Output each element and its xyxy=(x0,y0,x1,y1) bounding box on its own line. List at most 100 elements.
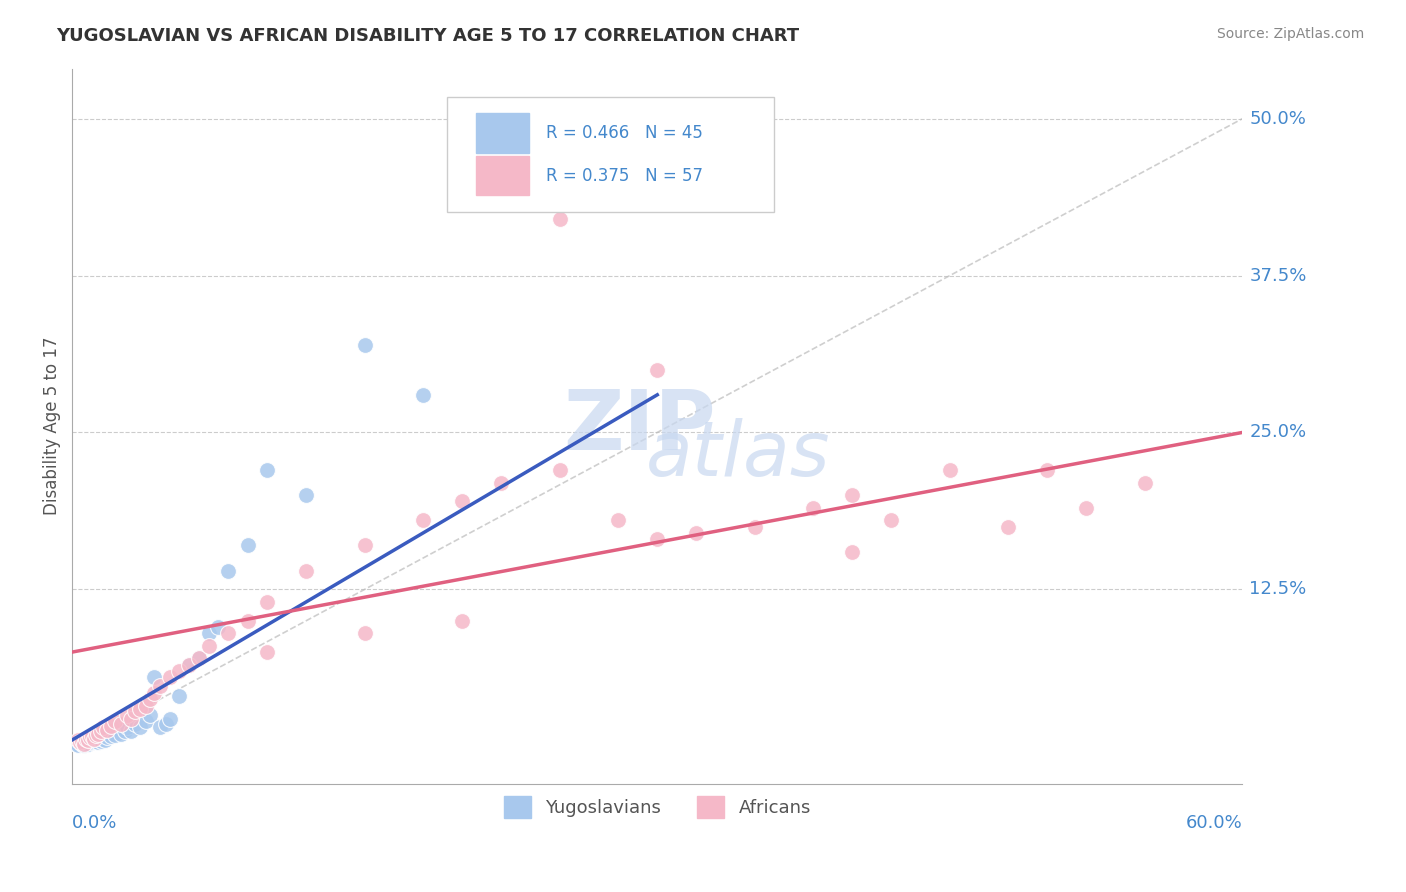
Point xyxy=(353,626,375,640)
Point xyxy=(73,738,96,752)
Point xyxy=(139,691,162,706)
Point xyxy=(451,614,474,628)
Text: R = 0.466   N = 45: R = 0.466 N = 45 xyxy=(546,124,703,142)
Point xyxy=(179,657,201,672)
Point xyxy=(143,670,166,684)
Point xyxy=(451,494,474,508)
Point xyxy=(685,525,707,540)
Point xyxy=(67,733,90,747)
Point xyxy=(83,731,105,746)
Point xyxy=(124,716,146,731)
Point xyxy=(188,651,211,665)
Point xyxy=(84,731,107,746)
Point xyxy=(607,513,630,527)
Point xyxy=(197,626,219,640)
Text: 50.0%: 50.0% xyxy=(1250,110,1306,128)
Point xyxy=(83,734,105,748)
Point xyxy=(104,714,127,728)
Point xyxy=(114,724,136,739)
Point xyxy=(1036,463,1059,477)
Point xyxy=(1133,475,1156,490)
Point xyxy=(110,726,132,740)
Point xyxy=(80,733,103,747)
Point xyxy=(236,614,259,628)
Point xyxy=(86,735,108,749)
Point xyxy=(939,463,962,477)
Point xyxy=(80,735,103,749)
Point xyxy=(197,639,219,653)
Point xyxy=(353,337,375,351)
Point xyxy=(188,651,211,665)
Text: atlas: atlas xyxy=(645,417,830,491)
Point xyxy=(69,735,91,749)
Point xyxy=(217,564,239,578)
Point xyxy=(143,686,166,700)
Point xyxy=(159,712,181,726)
Point xyxy=(120,712,142,726)
Point xyxy=(801,500,824,515)
Bar xyxy=(475,156,529,195)
Point xyxy=(104,728,127,742)
Point xyxy=(75,733,97,747)
Point xyxy=(70,734,93,748)
Point xyxy=(84,728,107,742)
Point xyxy=(89,733,111,747)
Point xyxy=(412,513,434,527)
Point xyxy=(76,733,98,747)
Point xyxy=(295,564,318,578)
Point xyxy=(1076,500,1098,515)
Point xyxy=(149,720,172,734)
Legend: Yugoslavians, Africans: Yugoslavians, Africans xyxy=(496,789,818,825)
Text: 37.5%: 37.5% xyxy=(1250,267,1306,285)
Text: 60.0%: 60.0% xyxy=(1185,814,1243,832)
Point xyxy=(217,626,239,640)
Point xyxy=(75,731,97,746)
Point xyxy=(645,532,668,546)
Point xyxy=(841,488,863,502)
Point xyxy=(124,704,146,718)
Point xyxy=(115,720,138,734)
Point xyxy=(236,538,259,552)
Point xyxy=(880,513,903,527)
Point xyxy=(129,701,152,715)
Point xyxy=(79,731,101,745)
Point xyxy=(86,726,108,740)
Point xyxy=(75,735,97,749)
Point xyxy=(76,737,98,751)
Point xyxy=(100,729,122,743)
Point xyxy=(73,737,96,751)
Point xyxy=(256,463,278,477)
Point xyxy=(169,689,191,703)
Point xyxy=(412,388,434,402)
Point xyxy=(70,734,93,748)
Y-axis label: Disability Age 5 to 17: Disability Age 5 to 17 xyxy=(44,337,60,516)
Text: 0.0%: 0.0% xyxy=(72,814,118,832)
Point xyxy=(179,657,201,672)
Point xyxy=(115,707,138,722)
FancyBboxPatch shape xyxy=(447,97,775,211)
Point xyxy=(69,735,91,749)
Point xyxy=(94,733,117,747)
Point xyxy=(90,734,112,748)
Point xyxy=(135,714,157,728)
Point xyxy=(548,212,571,227)
Text: Source: ZipAtlas.com: Source: ZipAtlas.com xyxy=(1216,27,1364,41)
Point xyxy=(93,720,115,734)
Point xyxy=(149,679,172,693)
Text: 25.0%: 25.0% xyxy=(1250,424,1306,442)
Point xyxy=(744,519,766,533)
Text: R = 0.375   N = 57: R = 0.375 N = 57 xyxy=(546,167,703,185)
Point xyxy=(997,519,1019,533)
Point xyxy=(841,544,863,558)
Point xyxy=(207,620,229,634)
Point xyxy=(256,645,278,659)
Point xyxy=(491,475,513,490)
Point xyxy=(79,734,101,748)
Point xyxy=(548,463,571,477)
Text: 12.5%: 12.5% xyxy=(1250,581,1306,599)
Point xyxy=(135,699,157,714)
Point xyxy=(65,737,87,751)
Point xyxy=(70,737,93,751)
Point xyxy=(110,716,132,731)
Point xyxy=(295,488,318,502)
